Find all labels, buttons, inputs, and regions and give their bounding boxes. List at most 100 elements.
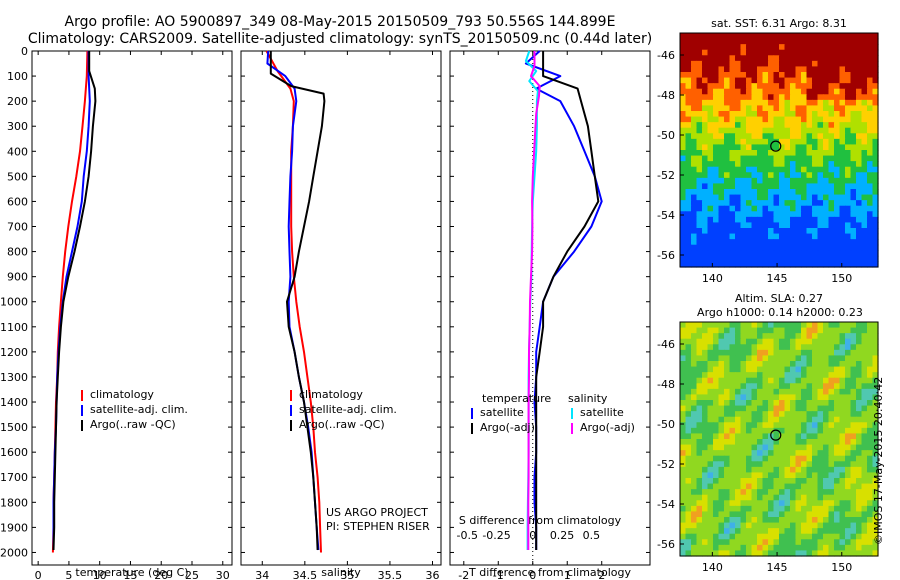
sla-cell xyxy=(680,394,687,401)
sla-cell xyxy=(784,427,791,435)
sla-cell xyxy=(724,427,731,435)
sst-cell xyxy=(762,261,769,268)
sst-cell xyxy=(713,99,720,107)
sla-cell xyxy=(740,400,747,407)
sla-cell xyxy=(740,377,747,384)
sla-map-title-1: Altim. SLA: 0.27 xyxy=(734,292,824,305)
sst-cell xyxy=(801,133,808,140)
sst-cell xyxy=(784,138,791,146)
sla-cell xyxy=(773,544,780,552)
sla-cell xyxy=(713,528,720,535)
sla-cell xyxy=(828,433,835,440)
sla-cell xyxy=(839,400,846,407)
sla-cell xyxy=(839,349,846,357)
sla-cell xyxy=(845,344,852,351)
sst-cell xyxy=(812,244,819,251)
sst-cell xyxy=(740,189,747,196)
sst-cell xyxy=(867,72,874,79)
sla-cell xyxy=(691,427,698,435)
sst-cell xyxy=(801,105,808,112)
sla-cell xyxy=(762,338,769,345)
x-tick-label: 2 xyxy=(598,569,605,580)
sst-cell xyxy=(718,77,725,84)
sla-cell xyxy=(762,427,769,435)
sla-cell xyxy=(845,333,852,340)
sla-cell xyxy=(751,377,758,384)
sla-cell xyxy=(696,494,703,501)
sst-cell xyxy=(724,55,731,62)
sla-cell xyxy=(856,550,863,557)
sla-cell xyxy=(867,528,874,535)
sla-cell xyxy=(718,372,725,379)
sst-cell xyxy=(779,144,786,151)
sla-cell xyxy=(757,383,764,390)
sst-cell xyxy=(834,99,841,107)
sla-cell xyxy=(702,500,709,507)
sst-cell xyxy=(817,60,824,68)
sla-cell xyxy=(713,544,720,552)
sst-cell xyxy=(861,205,868,212)
sst-cell xyxy=(790,183,797,190)
sla-cell xyxy=(718,533,725,540)
sla-cell xyxy=(867,433,874,440)
sst-cell xyxy=(691,66,698,73)
sla-cell xyxy=(850,411,857,418)
sst-cell xyxy=(740,244,747,251)
credit-line-2: PI: STEPHEN RISER xyxy=(326,520,430,533)
sla-cell xyxy=(828,416,835,423)
sla-cell xyxy=(839,361,846,368)
sst-cell xyxy=(757,49,764,56)
sst-cell xyxy=(795,38,802,45)
sla-cell xyxy=(757,322,764,329)
sla-cell xyxy=(768,427,775,435)
sla-cell xyxy=(724,500,731,507)
sst-cell xyxy=(801,150,808,157)
sst-cell xyxy=(751,44,758,51)
sst-cell xyxy=(707,233,714,240)
sst-cell xyxy=(834,105,841,112)
sla-cell xyxy=(834,472,841,479)
sst-cell xyxy=(696,144,703,151)
sla-cell xyxy=(806,517,813,524)
sla-cell xyxy=(867,483,874,490)
sst-cell xyxy=(812,211,819,218)
sla-cell xyxy=(718,455,725,462)
sla-cell xyxy=(806,416,813,423)
sst-cell xyxy=(691,72,698,79)
sla-cell xyxy=(729,377,736,384)
sst-cell xyxy=(850,222,857,229)
sst-cell xyxy=(823,222,830,229)
sla-cell xyxy=(691,466,698,474)
sla-cell xyxy=(740,349,747,357)
sst-cell xyxy=(856,194,863,201)
sla-cell xyxy=(691,511,698,518)
sla-cell xyxy=(757,522,764,529)
sla-cell xyxy=(790,433,797,440)
sst-cell xyxy=(839,228,846,235)
sla-cell xyxy=(839,544,846,552)
sst-cell xyxy=(812,83,819,90)
sst-cell xyxy=(740,205,747,212)
sst-cell xyxy=(812,189,819,196)
sst-cell xyxy=(806,172,813,179)
sla-cell xyxy=(828,427,835,435)
sst-cell xyxy=(751,255,758,263)
sla-cell xyxy=(790,483,797,490)
sla-cell xyxy=(867,505,874,513)
sla-cell xyxy=(850,394,857,401)
sla-cell xyxy=(872,466,879,474)
sla-cell xyxy=(795,366,802,373)
sla-cell xyxy=(839,388,846,396)
sla-cell xyxy=(828,377,835,384)
sla-cell xyxy=(850,455,857,462)
sst-cell xyxy=(680,105,687,112)
sst-cell xyxy=(872,222,879,229)
sla-cell xyxy=(806,489,813,496)
sst-cell xyxy=(724,133,731,140)
sla-cell xyxy=(751,366,758,373)
sst-cell xyxy=(823,211,830,218)
sla-cell xyxy=(707,550,714,557)
sst-cell xyxy=(691,138,698,146)
sst-cell xyxy=(696,216,703,224)
map-x-tick-label: 150 xyxy=(831,272,852,285)
